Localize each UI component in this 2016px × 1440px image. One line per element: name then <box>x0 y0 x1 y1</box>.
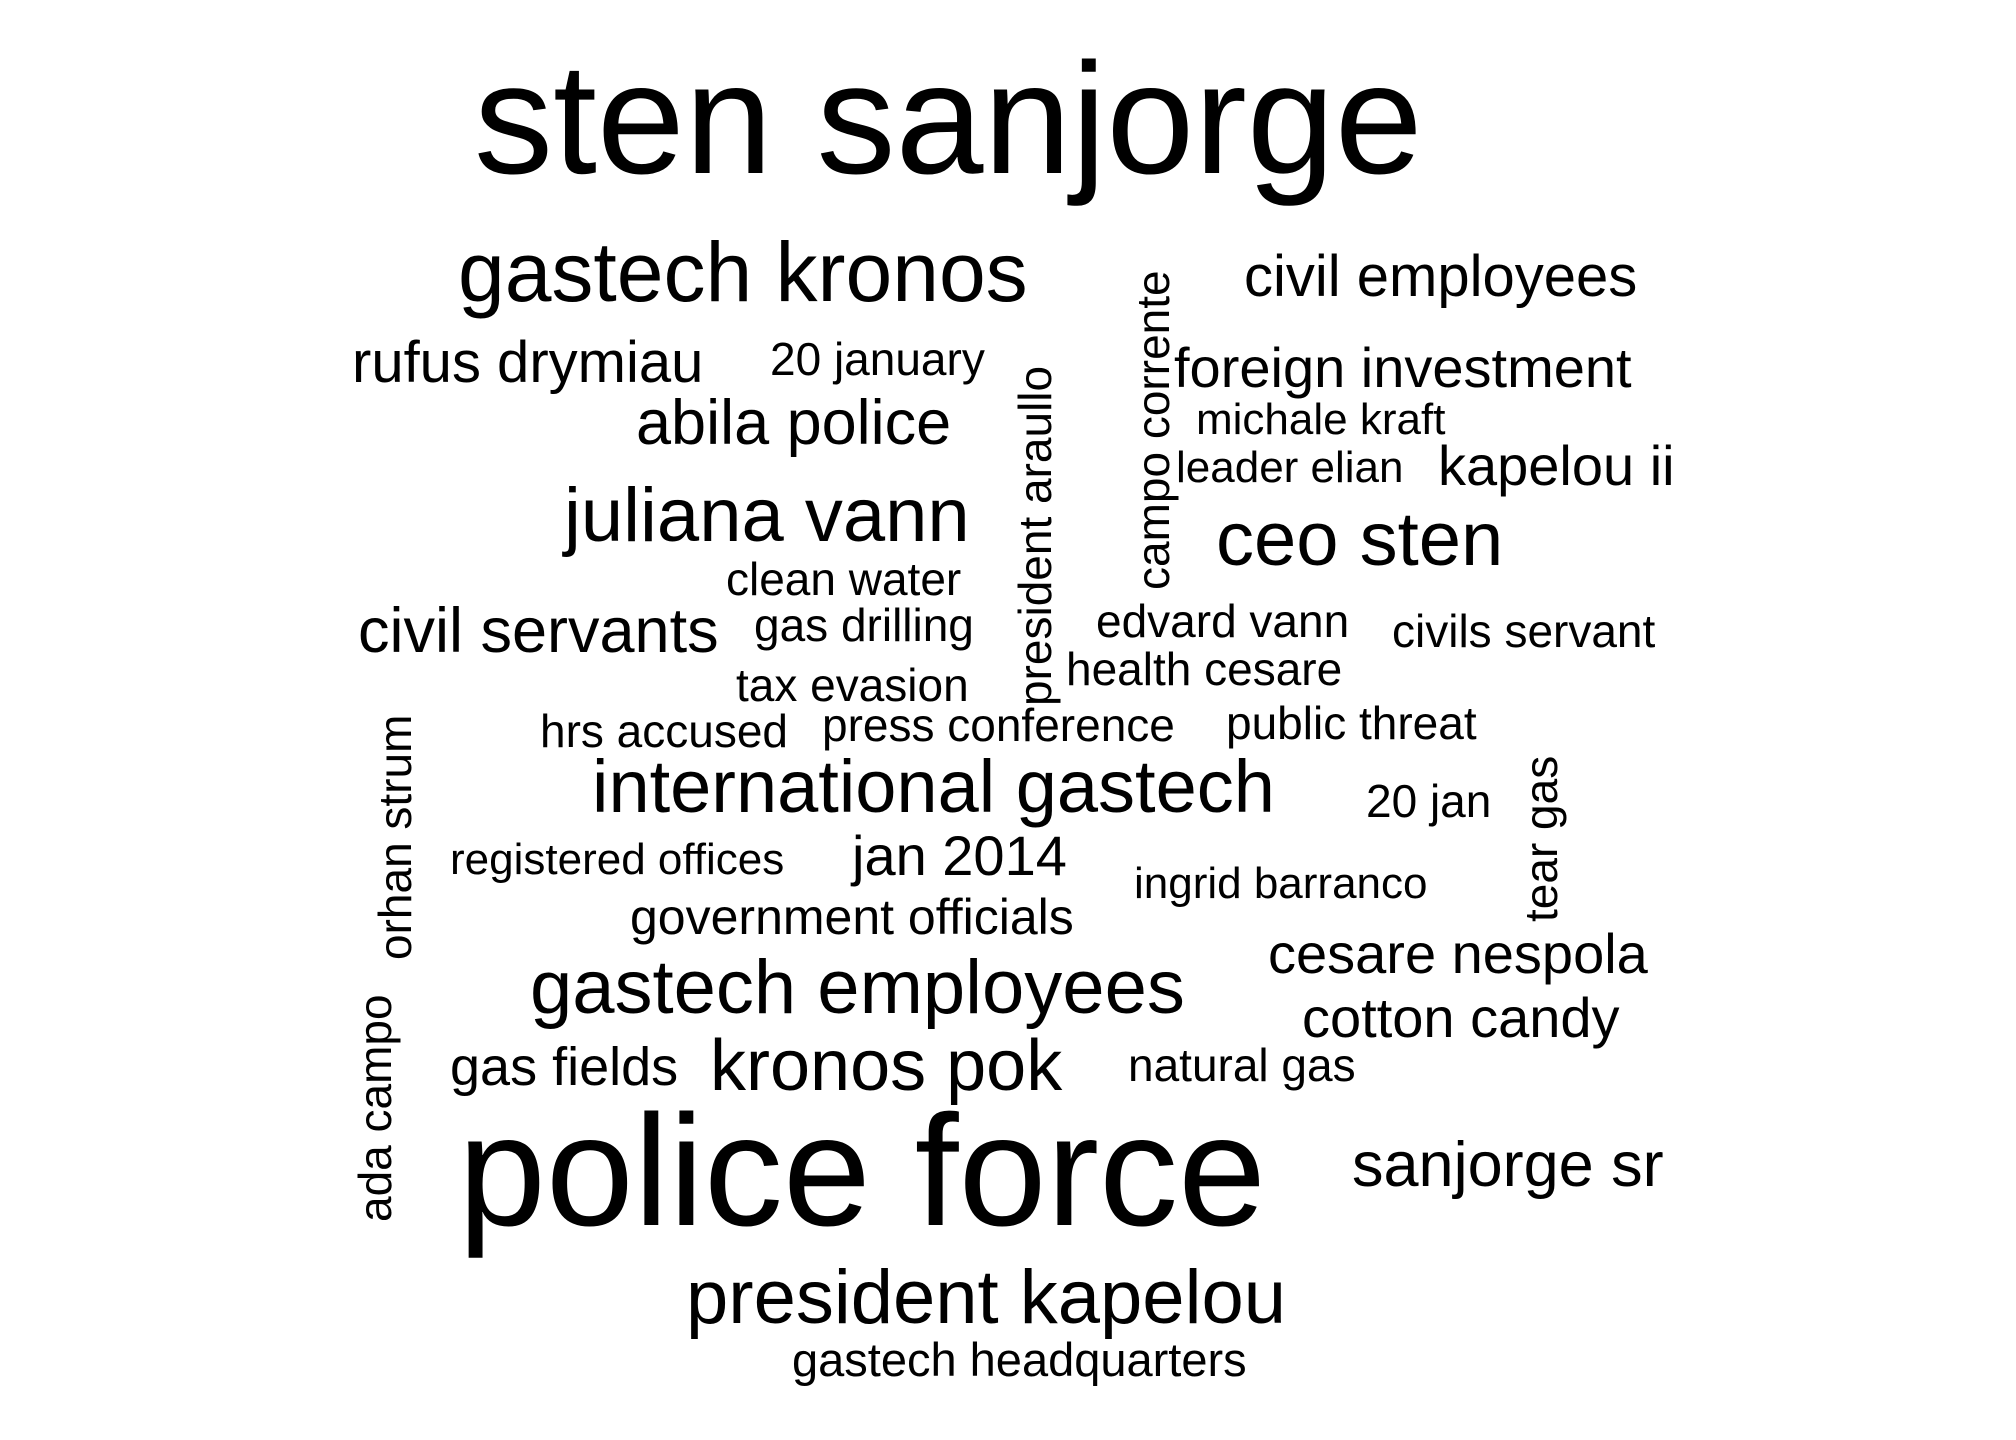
word-foreign-investment: foreign investment <box>1174 336 1632 399</box>
word-20-january: 20 january <box>770 333 985 385</box>
word-juliana-vann: juliana vann <box>564 473 970 558</box>
word-gas-fields: gas fields <box>450 1037 679 1097</box>
word-ingrid-barranco: ingrid barranco <box>1134 859 1428 908</box>
word-orhan-strum: orhan strum <box>369 714 421 960</box>
word-leader-elian: leader elian <box>1176 443 1404 492</box>
word-cesare-nespola: cesare nespola <box>1268 922 1648 985</box>
word-cotton-candy: cotton candy <box>1302 986 1620 1049</box>
word-gastech-headquarters: gastech headquarters <box>792 1333 1247 1386</box>
word-natural-gas: natural gas <box>1128 1039 1356 1091</box>
word-michale-kraft: michale kraft <box>1196 395 1446 444</box>
word-kronos-pok: kronos pok <box>710 1026 1063 1106</box>
word-government-officials: government officials <box>630 889 1074 945</box>
word-registered-offices: registered offices <box>450 835 785 884</box>
word-sten-sanjorge: sten sanjorge <box>474 31 1423 207</box>
word-public-threat: public threat <box>1226 697 1477 749</box>
word-gastech-employees: gastech employees <box>530 945 1185 1030</box>
word-kapelou-ii: kapelou ii <box>1438 434 1675 497</box>
word-clean-water: clean water <box>726 553 962 605</box>
word-ada-campo: ada campo <box>349 994 401 1222</box>
word-civil-servants: civil servants <box>358 596 719 666</box>
word-tax-evasion: tax evasion <box>736 659 969 711</box>
word-gas-drilling: gas drilling <box>754 599 974 651</box>
word-hrs-accused: hrs accused <box>540 705 789 757</box>
word-police-force: police force <box>458 1083 1266 1259</box>
word-jan-2014: jan 2014 <box>852 824 1067 887</box>
word-20-jan: 20 jan <box>1366 775 1492 827</box>
word-president-kapelou: president kapelou <box>686 1255 1286 1340</box>
word-gastech-kronos: gastech kronos <box>458 225 1028 319</box>
word-press-conference: press conference <box>822 699 1175 751</box>
word-abila-police: abila police <box>636 388 952 458</box>
word-tear-gas: tear gas <box>1515 755 1567 922</box>
word-international-gastech: international gastech <box>592 745 1275 828</box>
word-civil-employees: civil employees <box>1244 244 1638 309</box>
word-sanjorge-sr: sanjorge sr <box>1352 1130 1664 1200</box>
word-campo-corrente: campo corrente <box>1127 270 1179 590</box>
word-president-araullo: president araullo <box>1009 365 1061 706</box>
word-health-cesare: health cesare <box>1066 643 1343 695</box>
word-ceo-sten: ceo sten <box>1216 497 1504 582</box>
word-edvard-vann: edvard vann <box>1096 595 1350 647</box>
word-civils-servant: civils servant <box>1392 605 1656 657</box>
word-rufus-drymiau: rufus drymiau <box>352 330 704 395</box>
